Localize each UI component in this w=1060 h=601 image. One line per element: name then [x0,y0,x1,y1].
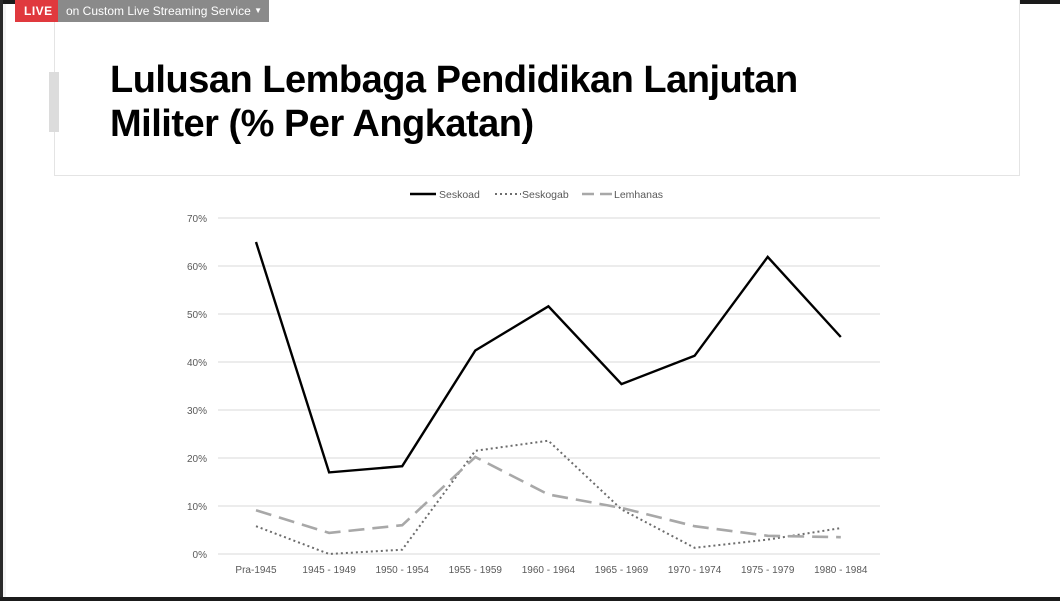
x-tick-label: 1980 - 1984 [814,565,868,576]
data-point-seskogab [255,525,257,527]
live-badge: LIVE [15,0,62,22]
x-tick-label: Pra-1945 [235,565,277,576]
data-point-seskoad [328,471,330,473]
data-point-lemhanas [620,507,622,509]
series-line-seskogab [255,439,841,556]
series-line-seskoad [254,241,842,474]
x-tick-label: 1960 - 1964 [522,565,576,576]
bottom-window-border [0,597,1060,601]
data-point-seskogab [840,527,842,529]
data-point-seskogab [401,548,403,550]
data-point-lemhanas [328,532,330,534]
data-point-seskoad [474,349,476,351]
data-point-lemhanas [401,524,403,526]
data-point-seskogab [547,440,549,442]
x-axis-tick-labels: Pra-1945 1945 - 1949 1950 - 1954 1955 - 195… [235,565,867,576]
y-tick-label: 0% [193,550,208,561]
series-line-lemhanas [255,455,841,539]
data-point-seskoad [547,305,549,307]
x-tick-label: 1950 - 1954 [376,565,430,576]
title-panel [54,0,1020,176]
data-point-seskoad [693,355,695,357]
title-marker [49,72,59,132]
x-tick-label: 1955 - 1959 [449,565,503,576]
data-point-lemhanas [255,509,257,511]
data-point-seskogab [693,547,695,549]
y-tick-label: 70% [187,214,207,225]
streaming-service-label: on Custom Live Streaming Service [66,4,251,18]
slide-title-line-1: Lulusan Lembaga Pendidikan Lanjutan [110,59,798,101]
data-point-seskogab [767,538,769,540]
data-point-seskoad [401,465,403,467]
chevron-down-icon: ▼ [254,6,262,15]
data-point-seskogab [474,450,476,452]
y-tick-label: 50% [187,310,207,321]
data-point-seskogab [328,553,330,555]
left-window-edge [0,0,3,601]
data-point-lemhanas [693,525,695,527]
x-tick-label: 1945 - 1949 [302,565,356,576]
legend-label-seskogab: Seskogab [522,189,569,201]
data-point-lemhanas [840,536,842,538]
data-point-seskoad [255,241,257,243]
grid-lines [218,217,880,555]
x-tick-label: 1970 - 1974 [668,565,722,576]
data-point-seskoad [620,383,622,385]
data-point-lemhanas [547,493,549,495]
data-point-seskoad [840,336,842,338]
streaming-service-dropdown[interactable]: on Custom Live Streaming Service ▼ [58,0,269,22]
series-lines [254,241,842,556]
y-tick-label: 40% [187,358,207,369]
data-point-lemhanas [767,535,769,537]
y-axis-tick-labels: 0% 10% 20% 30% 40% 50% 60% 70% [187,214,207,561]
legend-label-lemhanas: Lemhanas [614,189,663,201]
slide-title-line-2: Militer (% Per Angkatan) [110,103,534,145]
x-tick-label: 1975 - 1979 [741,565,795,576]
legend-label-seskoad: Seskoad [439,189,480,201]
x-tick-label: 1965 - 1969 [595,565,649,576]
data-point-lemhanas [474,456,476,458]
y-tick-label: 60% [187,262,207,273]
slide-title: Lulusan Lembaga Pendidikan Lanjutan Mili… [110,58,970,146]
y-tick-label: 10% [187,502,207,513]
data-point-seskoad [767,256,769,258]
y-tick-label: 20% [187,454,207,465]
chart-legend: Seskoad Seskogab Lemhanas [410,189,663,201]
y-tick-label: 30% [187,406,207,417]
